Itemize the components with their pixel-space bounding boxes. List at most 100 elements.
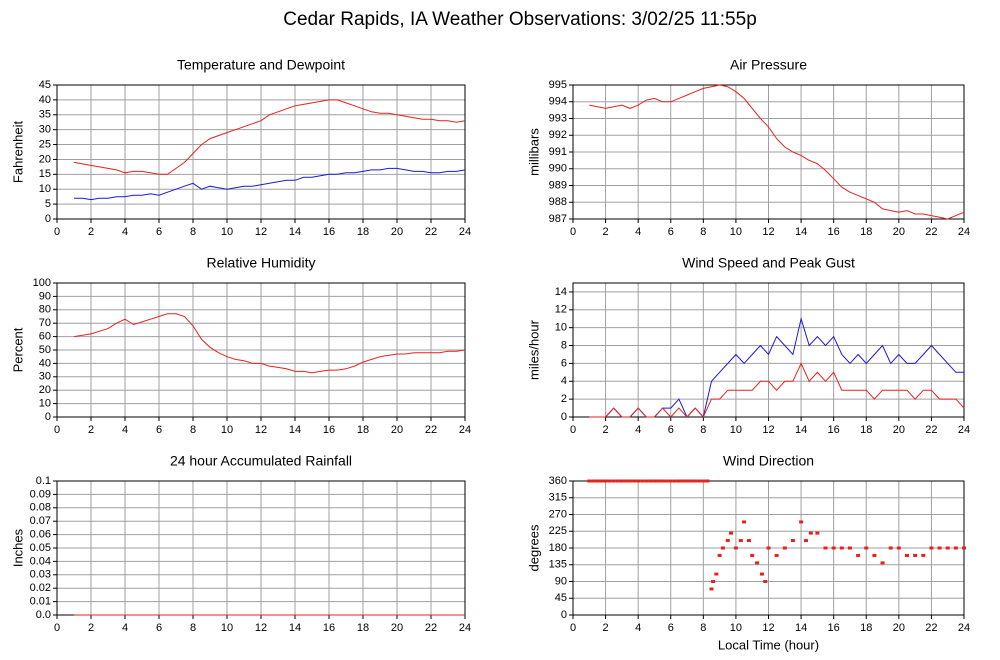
chart-title: Wind Direction: [723, 453, 814, 469]
x-tick-label: 24: [459, 622, 471, 634]
y-tick-label: 60: [39, 331, 51, 343]
data-point: [603, 479, 608, 483]
data-line: [589, 84, 965, 220]
y-tick-label: 2: [561, 393, 567, 405]
data-point: [623, 479, 628, 483]
x-tick-label: 22: [925, 226, 937, 238]
data-point: [839, 546, 844, 550]
data-point: [847, 546, 852, 550]
y-axis-label: miles/hour: [526, 319, 541, 380]
data-point: [962, 546, 966, 550]
x-tick-label: 10: [730, 424, 742, 436]
data-point: [750, 553, 755, 557]
x-tick-label: 18: [357, 622, 369, 634]
data-point: [782, 546, 787, 550]
data-point: [945, 546, 950, 550]
data-point: [611, 479, 616, 483]
data-point: [705, 479, 710, 483]
data-point: [720, 546, 725, 550]
y-tick-label: 20: [39, 384, 51, 396]
x-tick-label: 16: [323, 622, 335, 634]
data-point: [742, 520, 747, 524]
x-tick-label: 18: [860, 622, 872, 634]
y-tick-label: 315: [549, 492, 567, 504]
x-tick-label: 6: [156, 226, 162, 238]
y-tick-label: 10: [39, 398, 51, 410]
y-axis-label: Inches: [10, 528, 25, 567]
y-axis-label: millibars: [526, 128, 541, 176]
data-point: [652, 479, 657, 483]
x-tick-label: 12: [762, 424, 774, 436]
x-tick-label: 6: [668, 424, 674, 436]
x-tick-label: 8: [700, 622, 706, 634]
y-tick-label: 4: [561, 375, 567, 387]
data-point: [685, 479, 690, 483]
data-point: [953, 546, 958, 550]
y-tick-label: 0: [561, 411, 567, 423]
data-point: [929, 546, 934, 550]
data-line: [73, 313, 466, 374]
x-tick-label: 12: [762, 226, 774, 238]
y-tick-label: 35: [39, 109, 51, 121]
data-point: [872, 553, 877, 557]
x-tick-label: 6: [668, 226, 674, 238]
data-point: [913, 553, 918, 557]
data-point: [595, 479, 600, 483]
y-tick-label: 995: [549, 79, 567, 91]
x-tick-label: 16: [323, 424, 335, 436]
x-tick-label: 0: [570, 622, 576, 634]
y-tick-label: 994: [549, 96, 567, 108]
x-tick-label: 22: [925, 622, 937, 634]
y-tick-label: 0.01: [30, 596, 51, 608]
plot-frame: [572, 282, 965, 418]
x-tick-label: 4: [122, 424, 128, 436]
y-tick-label: 0.03: [30, 569, 51, 581]
x-tick-label: 0: [570, 226, 576, 238]
y-tick-label: 30: [39, 371, 51, 383]
x-tick-label: 8: [700, 226, 706, 238]
data-point: [599, 479, 604, 483]
x-tick-label: 14: [795, 226, 807, 238]
data-point: [632, 479, 637, 483]
data-point: [615, 479, 620, 483]
y-tick-label: 0: [561, 609, 567, 621]
y-axis-label: Fahrenheit: [10, 121, 25, 184]
y-tick-label: 360: [549, 475, 567, 487]
y-tick-label: 0.05: [30, 542, 51, 554]
data-point: [656, 479, 661, 483]
x-tick-label: 20: [391, 622, 403, 634]
data-point: [660, 479, 665, 483]
page-title: Cedar Rapids, IA Weather Observations: 3…: [283, 9, 757, 30]
y-tick-label: 14: [555, 286, 567, 298]
y-tick-label: 989: [549, 179, 567, 191]
data-point: [680, 479, 685, 483]
x-tick-label: 8: [700, 424, 706, 436]
data-line: [589, 362, 965, 418]
y-tick-label: 20: [39, 153, 51, 165]
data-point: [640, 479, 645, 483]
x-tick-label: 4: [635, 226, 641, 238]
x-tick-label: 24: [958, 226, 970, 238]
data-point: [815, 531, 820, 535]
chart-title: Relative Humidity: [207, 255, 316, 271]
y-tick-label: 90: [39, 290, 51, 302]
x-tick-label: 6: [156, 622, 162, 634]
x-tick-label: 24: [958, 622, 970, 634]
data-point: [755, 561, 760, 565]
data-point: [738, 539, 743, 543]
plot-frame: [56, 84, 466, 220]
data-point: [714, 572, 719, 576]
y-tick-label: 6: [561, 357, 567, 369]
x-tick-label: 20: [893, 424, 905, 436]
data-point: [711, 580, 716, 583]
x-tick-label: 8: [190, 622, 196, 634]
y-tick-label: 40: [39, 94, 51, 106]
y-tick-label: 180: [549, 542, 567, 554]
y-tick-label: 993: [549, 112, 567, 124]
data-point: [880, 561, 885, 565]
data-point: [888, 546, 893, 550]
x-tick-label: 2: [88, 226, 94, 238]
y-tick-label: 15: [39, 168, 51, 180]
x-tick-label: 22: [425, 622, 437, 634]
